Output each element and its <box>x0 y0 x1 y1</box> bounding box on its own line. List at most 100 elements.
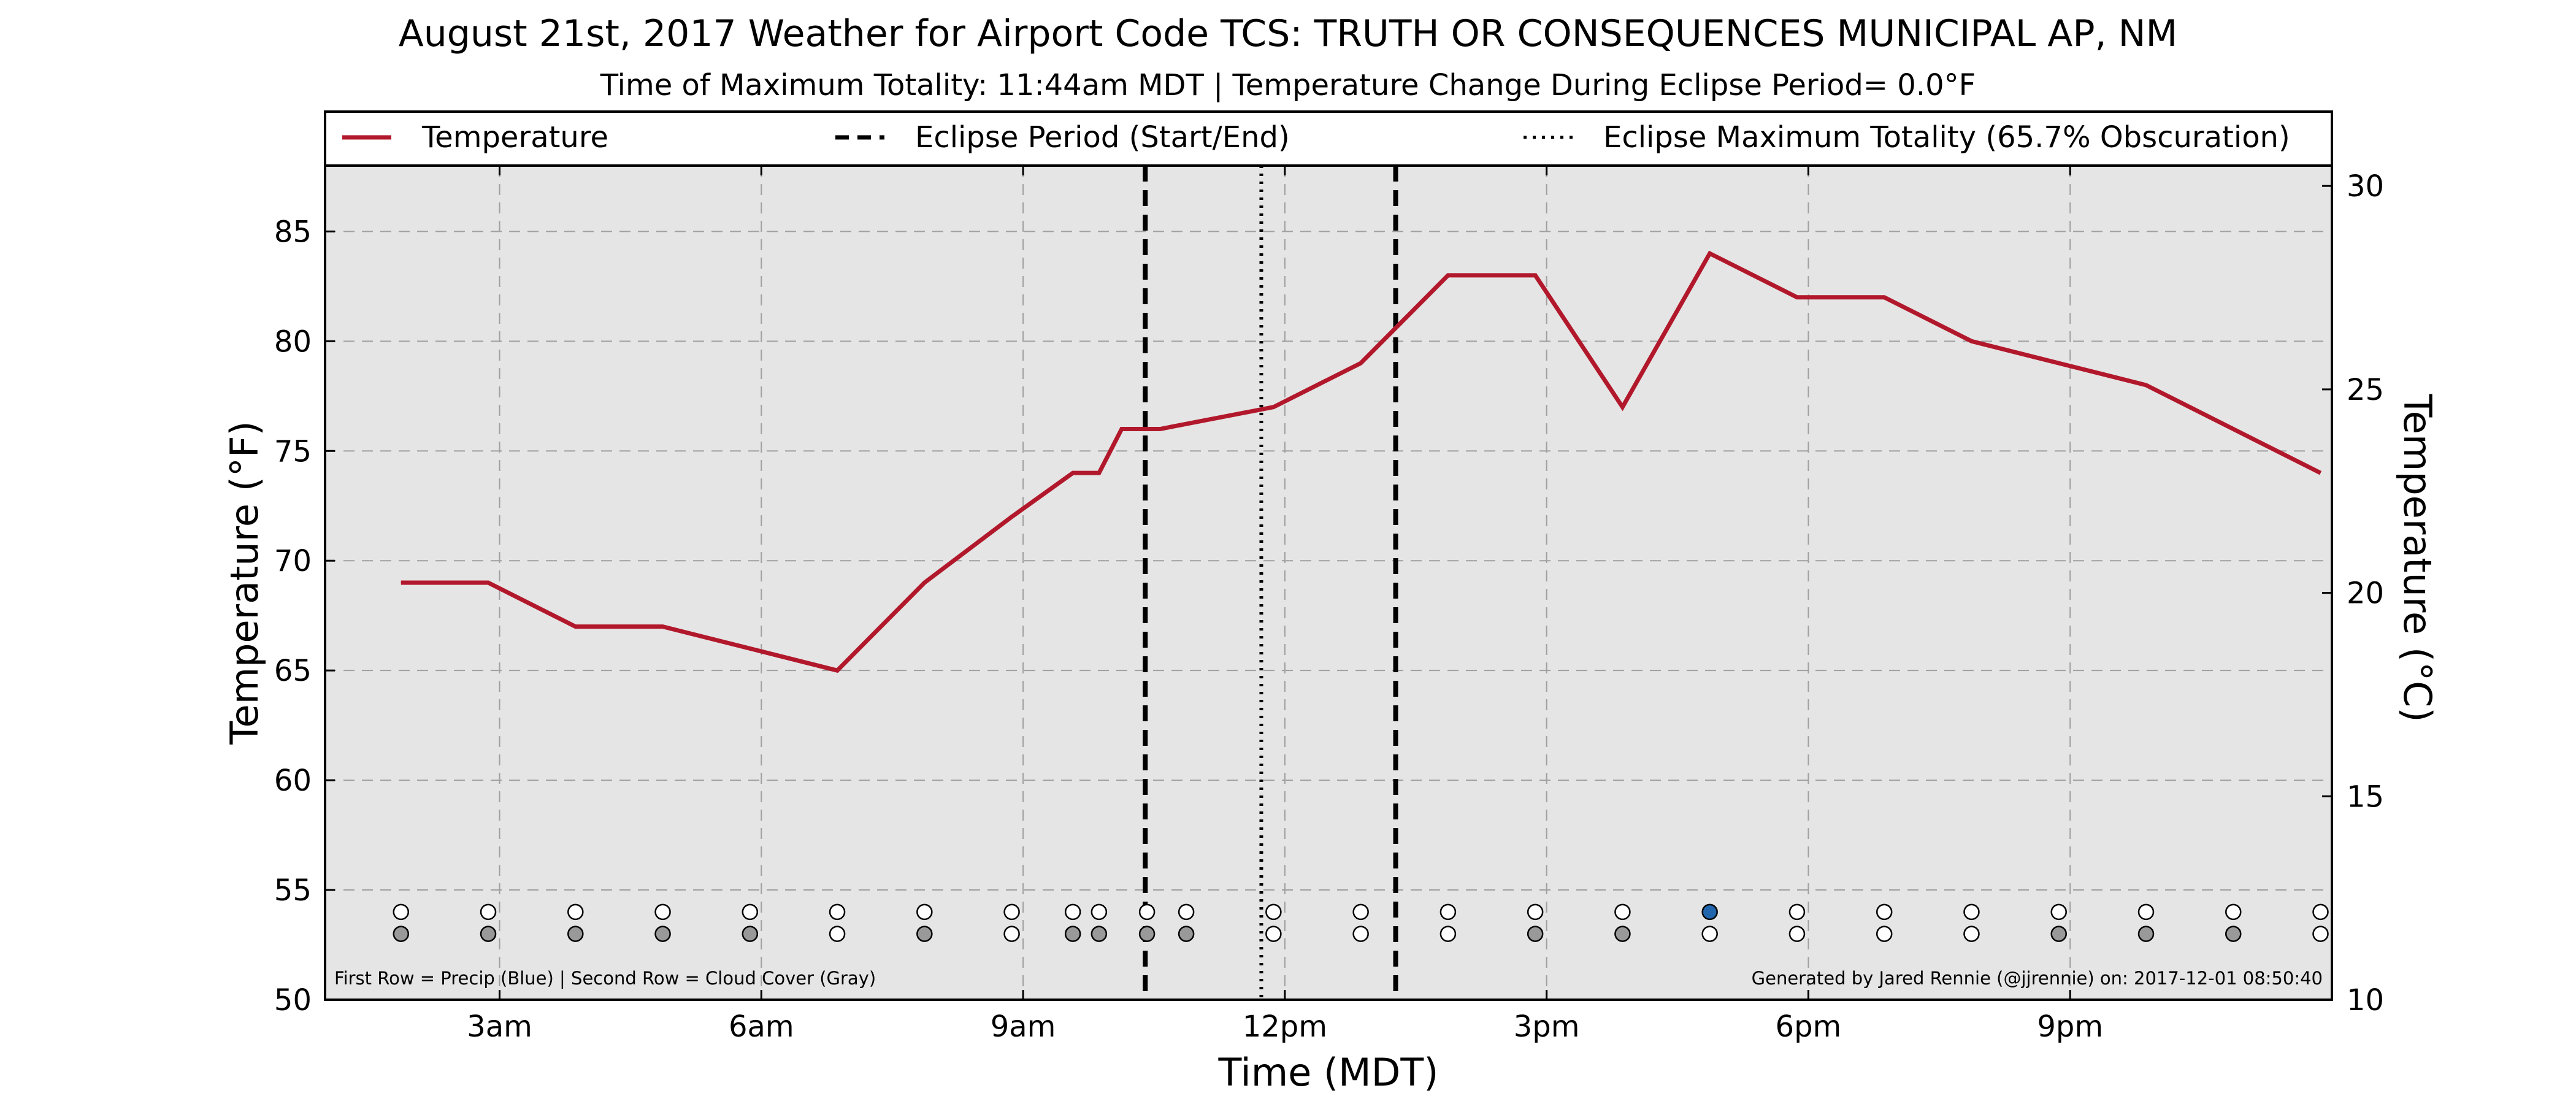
precip-marker <box>393 903 410 921</box>
precip-marker <box>1003 903 1020 921</box>
x-tick-label: 3pm <box>1514 1010 1580 1044</box>
cloud-cover-marker <box>1265 926 1282 942</box>
y2-tick-label: 30 <box>2347 169 2384 204</box>
precip-marker <box>1963 903 1980 921</box>
precip-marker <box>567 903 584 921</box>
precip-marker <box>1265 903 1282 921</box>
footnote-right: Generated by Jared Rennie (@jjrennie) on… <box>1752 968 2323 989</box>
cloud-cover-marker <box>654 926 671 942</box>
legend-box <box>324 110 2333 167</box>
y2-tick-label: 15 <box>2347 780 2384 814</box>
temperature-point <box>662 626 664 627</box>
precip-marker <box>2225 903 2242 921</box>
precip-marker <box>480 903 497 921</box>
cloud-cover-marker <box>1352 926 1369 942</box>
cloud-cover-marker <box>480 926 497 942</box>
cloud-cover-marker <box>1788 926 1806 942</box>
legend: Temperature Eclipse Period (Start/End) E… <box>324 110 2333 167</box>
y-axis-label: Temperature (°F) <box>222 421 267 745</box>
precip-marker <box>1091 903 1108 921</box>
precip-marker <box>1614 903 1631 921</box>
y-tick-label: 55 <box>274 873 312 908</box>
x-tick-label: 3am <box>467 1010 532 1044</box>
y-tick-label: 75 <box>274 434 312 469</box>
precip-marker <box>1178 903 1195 921</box>
cloud-cover-marker <box>916 926 933 942</box>
y2-tick-label: 25 <box>2347 373 2384 407</box>
precip-marker <box>1439 903 1457 921</box>
precip-marker <box>1352 903 1369 921</box>
cloud-cover-marker <box>1439 926 1457 942</box>
precip-marker <box>829 903 846 921</box>
precip-cloud-markers <box>393 903 2329 942</box>
y2-tick-label: 10 <box>2347 983 2384 1018</box>
cloud-cover-marker <box>2050 926 2067 942</box>
temperature-point <box>1360 362 1362 364</box>
temperature-point <box>837 670 838 671</box>
cloud-cover-marker <box>1003 926 1020 942</box>
cloud-cover-marker <box>2225 926 2242 942</box>
temperature-series <box>401 250 2322 673</box>
legend-label-temperature: Temperature <box>421 120 608 155</box>
precip-marker <box>2312 903 2329 921</box>
cloud-cover-marker <box>829 926 846 942</box>
plot-area <box>325 166 2332 1000</box>
y2-tick-label: 20 <box>2347 577 2384 611</box>
y-tick-label: 60 <box>274 764 312 798</box>
temperature-point <box>1011 516 1013 518</box>
cloud-cover-marker <box>1701 926 1718 942</box>
temperature-point <box>749 648 751 649</box>
cloud-cover-marker <box>1138 926 1156 942</box>
x-tick-label: 6pm <box>1776 1010 1842 1044</box>
y-tick-label: 70 <box>274 544 312 578</box>
cloud-cover-marker <box>1091 926 1108 942</box>
x-tick-label: 9am <box>991 1010 1056 1044</box>
cloud-cover-marker <box>1876 926 1893 942</box>
cloud-cover-marker <box>567 926 584 942</box>
cloud-cover-marker <box>1178 926 1195 942</box>
temperature-point <box>1709 253 1711 254</box>
y-tick-label: 50 <box>274 983 312 1018</box>
chart-subtitle: Time of Maximum Totality: 11:44am MDT | … <box>600 68 1976 102</box>
precip-marker <box>1138 903 1156 921</box>
cloud-cover-marker <box>1963 926 1980 942</box>
y2-axis-label: Temperature (°C) <box>2395 393 2440 722</box>
x-tick-label: 6am <box>729 1010 794 1044</box>
precip-marker <box>1701 903 1718 921</box>
y-axis-celsius: 10 15 20 25 30 <box>2322 169 2384 1018</box>
grid-lines <box>325 166 2332 1000</box>
x-tick-label: 9pm <box>2037 1010 2103 1044</box>
x-tick-label: 12pm <box>1243 1010 1327 1044</box>
y-tick-label: 65 <box>274 654 312 688</box>
cloud-cover-marker <box>393 926 410 942</box>
legend-label-eclipse-period: Eclipse Period (Start/End) <box>915 120 1290 155</box>
precip-marker <box>1527 903 1544 921</box>
y-tick-label: 80 <box>274 324 312 359</box>
chart-title: August 21st, 2017 Weather for Airport Co… <box>399 12 2178 55</box>
precip-marker <box>1064 903 1081 921</box>
precip-marker <box>2137 903 2155 921</box>
temperature-point <box>1971 340 1972 342</box>
precip-marker <box>742 903 759 921</box>
cloud-cover-marker <box>1614 926 1631 942</box>
precip-marker <box>1788 903 1806 921</box>
precip-marker <box>916 903 933 921</box>
eclipse-lines <box>1143 166 1398 1000</box>
precip-marker <box>2050 903 2067 921</box>
y-tick-label: 85 <box>274 215 312 249</box>
y-axis-fahrenheit: 50 55 60 65 70 75 80 85 <box>274 215 335 1018</box>
cloud-cover-marker <box>2312 926 2329 942</box>
footnote-left: First Row = Precip (Blue) | Second Row =… <box>334 968 876 989</box>
legend-label-eclipse-max: Eclipse Maximum Totality (65.7% Obscurat… <box>1603 120 2290 155</box>
cloud-cover-marker <box>2137 926 2155 942</box>
cloud-cover-marker <box>1064 926 1081 942</box>
cloud-cover-marker <box>1527 926 1544 942</box>
x-axis: 3am 6am 9am 12pm 3pm 6pm 9pm <box>467 166 2103 1044</box>
temperature-point <box>2058 362 2060 364</box>
cloud-cover-marker <box>742 926 759 942</box>
x-axis-label: Time (MDT) <box>1218 1050 1439 1095</box>
precip-marker <box>654 903 671 921</box>
precip-marker <box>1876 903 1893 921</box>
temperature-point <box>575 626 576 627</box>
